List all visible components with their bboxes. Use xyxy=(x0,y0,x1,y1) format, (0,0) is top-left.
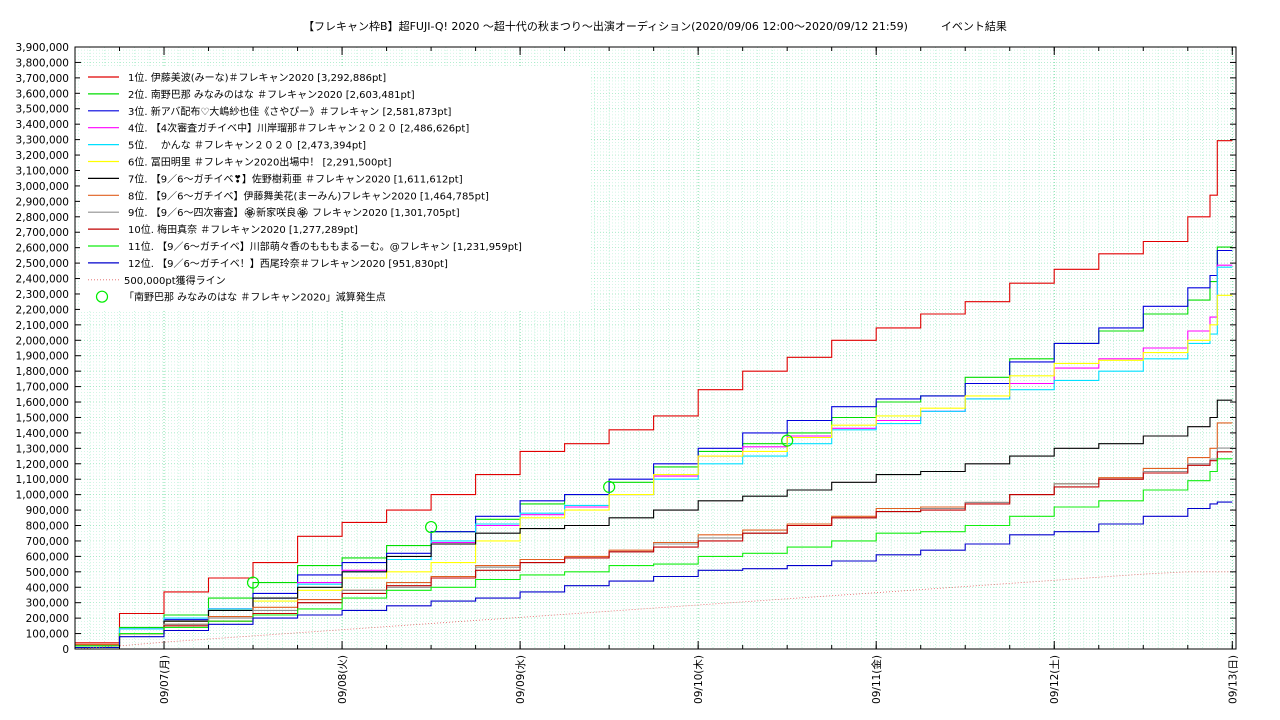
y-tick-label: 3,400,000 xyxy=(16,119,69,131)
x-tick-label: 09/12(土) xyxy=(1048,655,1061,704)
legend-label: 1位. 伊藤美波(みーな)＃フレキャン2020 [3,292,886pt] xyxy=(128,71,386,84)
y-tick-label: 2,000,000 xyxy=(16,335,69,347)
plot-frame xyxy=(74,46,1237,650)
y-tick-label: 400,000 xyxy=(26,582,69,594)
y-tick-label: 800,000 xyxy=(26,521,69,533)
y-tick-label: 2,200,000 xyxy=(16,304,69,316)
decrement-marker xyxy=(603,480,616,494)
y-tick-label: 1,300,000 xyxy=(16,443,69,455)
y-tick-label: 3,500,000 xyxy=(16,104,69,116)
marker-layer xyxy=(246,434,794,589)
series-line-11 xyxy=(75,458,1233,647)
y-tick-label: 3,900,000 xyxy=(16,42,69,54)
legend-label: 500,000pt獲得ライン xyxy=(124,274,226,287)
series-line-12 xyxy=(75,501,1233,649)
y-tick-label: 1,700,000 xyxy=(16,382,69,394)
y-tick-label: 0 xyxy=(62,644,69,656)
y-tick-label: 1,400,000 xyxy=(16,428,69,440)
legend-label: 5位. かんな ＃フレキャン２０２０ [2,473,394pt] xyxy=(128,139,366,152)
series-line-13 xyxy=(74,571,1233,650)
x-tick-label: 09/07(月) xyxy=(159,655,171,704)
y-tick-label: 3,700,000 xyxy=(16,73,69,85)
series-line-1 xyxy=(75,140,1233,644)
y-tick-label: 3,200,000 xyxy=(16,150,69,162)
series-line-5 xyxy=(75,266,1233,647)
decrement-marker xyxy=(246,576,260,589)
legend-label: 11位. 【9／6～ガチイベ】川部萌々香のもももまるーむ。@フレキャン [1,2… xyxy=(128,240,522,253)
y-tick-label: 2,400,000 xyxy=(16,274,69,286)
y-tick-label: 2,500,000 xyxy=(16,258,69,270)
y-tick-label: 1,600,000 xyxy=(16,397,69,409)
y-tick-label: 200,000 xyxy=(26,613,69,625)
x-tick-label: 09/10(木) xyxy=(693,655,705,704)
y-tick-label: 700,000 xyxy=(26,536,69,548)
y-tick-label: 500,000 xyxy=(26,567,69,579)
y-tick-label: 3,800,000 xyxy=(16,57,69,69)
y-tick-label: 3,600,000 xyxy=(16,88,69,100)
legend-label: 3位. 新アバ配布♡大嶋紗也佳《さやぴー》＃フレキャン [2,581,873pt… xyxy=(128,105,452,118)
y-tick-label: 2,800,000 xyxy=(16,212,69,224)
y-tick-label: 2,300,000 xyxy=(16,289,69,301)
decrement-marker xyxy=(781,434,794,447)
y-tick-label: 100,000 xyxy=(26,629,69,641)
y-tick-label: 2,600,000 xyxy=(16,243,69,255)
y-tick-label: 3,300,000 xyxy=(16,135,69,147)
y-tick-label: 2,100,000 xyxy=(16,320,69,332)
legend-label: 8位. 【9／6～ガチイベ】伊藤舞美花(まーみん)フレキャン2020 [1,46… xyxy=(128,189,489,202)
legend-label: 7位. 【9／6～ガチイベ❣】佐野樹莉亜 ＃フレキャン2020 [1,611,6… xyxy=(128,172,463,185)
y-tick-label: 2,700,000 xyxy=(16,227,69,239)
chart-title: 【フレキャン枠B】超FUJI-Q! 2020 ～超十代の秋まつり～出演オーディシ… xyxy=(303,20,1007,33)
legend-label: 10位. 梅田真奈 ＃フレキャン2020 [1,277,289pt] xyxy=(128,223,358,236)
y-tick-label: 600,000 xyxy=(26,551,69,563)
legend-label: 6位. 冨田明里 ＃フレキャン2020出場中！ [2,291,500pt] xyxy=(128,156,392,169)
x-tick-label: 09/09(水) xyxy=(515,655,527,704)
legend-marker-swatch xyxy=(95,290,109,303)
y-tick-label: 1,500,000 xyxy=(16,412,69,424)
y-tick-label: 900,000 xyxy=(26,505,69,517)
legend-layer: 1位. 伊藤美波(みーな)＃フレキャン2020 [3,292,886pt] 2位.… xyxy=(80,66,590,310)
y-tick-label: 1,000,000 xyxy=(16,490,69,502)
legend-label: 12位. 【9／6～ガチイベ！】西尾玲奈＃フレキャン2020 [951,830p… xyxy=(128,257,448,270)
x-tick-label: 09/08(火) xyxy=(337,655,349,704)
y-tick-label: 2,900,000 xyxy=(16,196,69,208)
decrement-marker xyxy=(424,520,438,534)
y-tick-label: 1,800,000 xyxy=(16,366,69,378)
axis-layer: 0 100,000 200,000 300,000 400,000 500,000 600,… xyxy=(16,42,1240,704)
x-tick-label: 09/13(日) xyxy=(1227,655,1239,704)
series-layer xyxy=(74,140,1233,650)
y-tick-label: 3,100,000 xyxy=(16,165,69,177)
legend-label: 4位. 【4次審査ガチイベ中】川岸瑠那＃フレキャン２０２０ [2,486,626… xyxy=(128,122,469,135)
legend-label: 「南野巴那 みなみのはな ＃フレキャン2020」減算発生点 xyxy=(124,291,386,304)
y-tick-label: 1,900,000 xyxy=(16,351,69,363)
x-tick-label: 09/11(金) xyxy=(870,655,883,704)
series-line-7 xyxy=(75,399,1233,647)
legend-background xyxy=(80,66,590,310)
legend-label: 9位. 【9／6～四次審査】🏵新家咲良🏵 フレキャン2020 [1,301,70… xyxy=(128,206,460,219)
y-tick-label: 1,100,000 xyxy=(16,474,69,486)
y-tick-label: 300,000 xyxy=(26,598,69,610)
legend-label: 2位. 南野巴那 みなみのはな ＃フレキャン2020 [2,603,481pt] xyxy=(128,88,415,101)
y-tick-label: 1,200,000 xyxy=(16,459,69,471)
y-tick-label: 3,000,000 xyxy=(16,181,69,193)
